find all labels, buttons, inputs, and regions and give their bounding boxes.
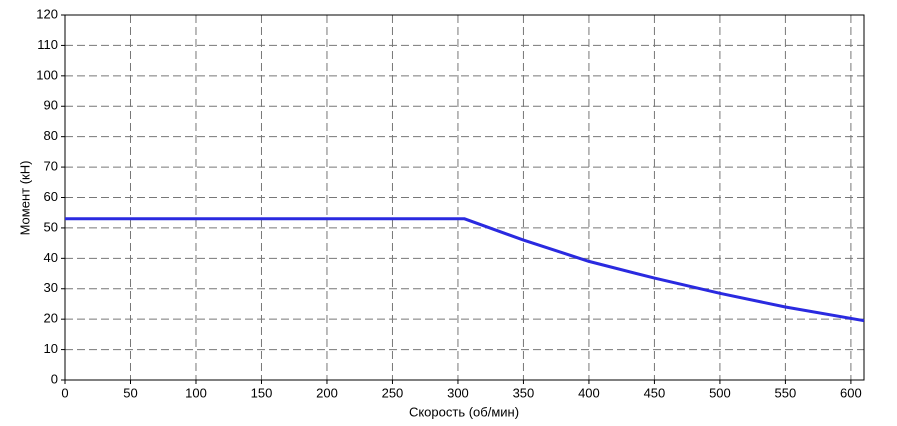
x-axis-label: Скорость (об/мин)	[409, 404, 519, 419]
y-tick-label: 40	[44, 250, 58, 265]
y-tick-label: 80	[44, 128, 58, 143]
y-tick-label: 110	[37, 37, 58, 52]
x-tick-label: 100	[185, 385, 207, 400]
y-tick-label: 30	[44, 280, 58, 295]
y-tick-label: 70	[44, 159, 58, 174]
x-tick-label: 400	[578, 385, 600, 400]
y-tick-label: 20	[44, 311, 58, 326]
plot-frame	[64, 14, 865, 381]
x-tick-label: 0	[61, 385, 68, 400]
x-tick-label: 250	[382, 385, 404, 400]
x-tick-label: 600	[840, 385, 862, 400]
y-tick-label: 100	[36, 67, 58, 82]
x-tick-label: 450	[644, 385, 666, 400]
x-tick-label: 350	[513, 385, 535, 400]
y-tick-label: 0	[51, 371, 58, 386]
x-tick-label: 500	[709, 385, 731, 400]
y-tick-label: 60	[44, 189, 58, 204]
x-tick-label: 200	[316, 385, 338, 400]
y-axis-label: Момент (кН)	[17, 161, 32, 236]
y-tick-label: 90	[44, 98, 58, 113]
y-tick-label: 120	[36, 6, 58, 21]
x-tick-label: 300	[447, 385, 469, 400]
x-tick-label: 50	[123, 385, 137, 400]
y-tick-label: 10	[44, 341, 58, 356]
x-tick-label: 550	[775, 385, 797, 400]
x-tick-label: 150	[251, 385, 273, 400]
y-tick-label: 50	[44, 219, 58, 234]
data-line	[65, 217, 865, 323]
